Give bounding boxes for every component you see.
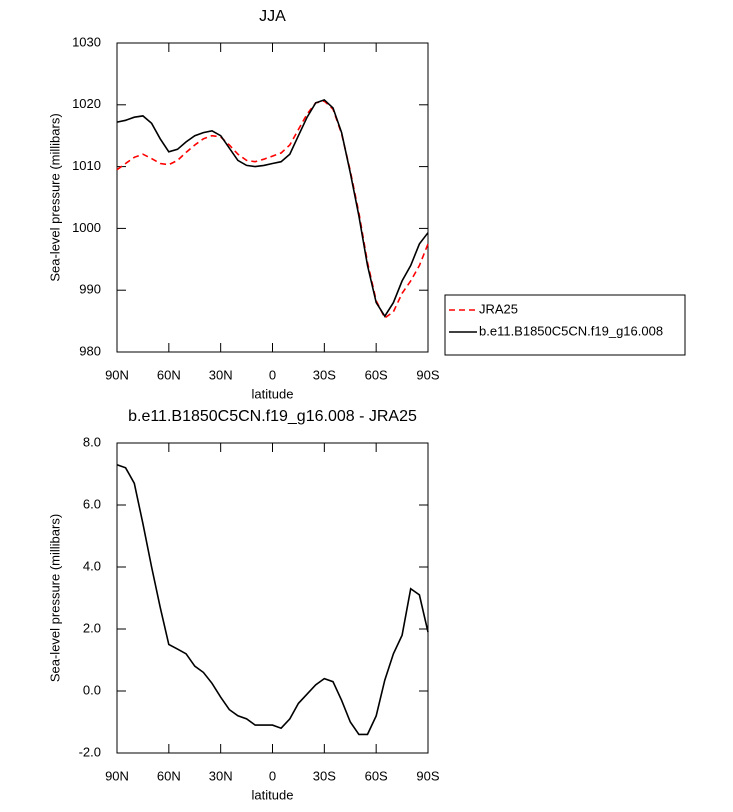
x-tick-label: 0 — [269, 367, 276, 382]
y-tick-label: 8.0 — [83, 434, 101, 449]
x-tick-label: 30S — [313, 768, 336, 783]
data-line — [116, 463, 429, 736]
x-axis-title: latitude — [252, 787, 294, 802]
y-tick-label: 1000 — [72, 220, 101, 235]
y-axis-title: Sea-level pressure (millibars) — [47, 113, 62, 281]
series-line — [116, 100, 429, 320]
x-tick-label: 30N — [209, 768, 233, 783]
chart-title: JJA — [259, 8, 286, 25]
y-tick-label: 2.0 — [83, 620, 101, 635]
y-tick-label: 1020 — [72, 96, 101, 111]
y-tick-label: 1030 — [72, 34, 101, 49]
x-tick-label: 90N — [105, 367, 129, 382]
y-tick-label: 6.0 — [83, 496, 101, 511]
x-tick-label: 60N — [157, 768, 181, 783]
y-tick-label: 980 — [79, 343, 101, 358]
y-axis-title: Sea-level pressure (millibars) — [47, 514, 62, 682]
x-tick-label: 60N — [157, 367, 181, 382]
x-tick-label: 30S — [313, 367, 336, 382]
y-tick-label: 4.0 — [83, 558, 101, 573]
x-tick-label: 30N — [209, 367, 233, 382]
plot-frame — [116, 42, 429, 353]
y-tick-label: 1010 — [72, 158, 101, 173]
x-tick-label: 60S — [365, 768, 388, 783]
y-tick-label: -2.0 — [79, 744, 101, 759]
y-tick-label: 990 — [79, 282, 101, 297]
x-tick-label: 0 — [269, 768, 276, 783]
x-tick-label: 90N — [105, 768, 129, 783]
x-tick-label: 60S — [365, 367, 388, 382]
x-tick-label: 90S — [416, 768, 439, 783]
y-tick-label: 0.0 — [83, 682, 101, 697]
legend-box — [444, 294, 686, 356]
chart-title: b.e11.B1850C5CN.f19_g16.008 - JRA25 — [128, 408, 417, 425]
x-axis-title: latitude — [252, 386, 294, 401]
legend-label: JRA25 — [479, 301, 518, 316]
plot-frame — [116, 442, 429, 754]
series-line — [116, 98, 429, 318]
x-tick-label: 90S — [416, 367, 439, 382]
legend-label: b.e11.B1850C5CN.f19_g16.008 — [479, 323, 663, 338]
